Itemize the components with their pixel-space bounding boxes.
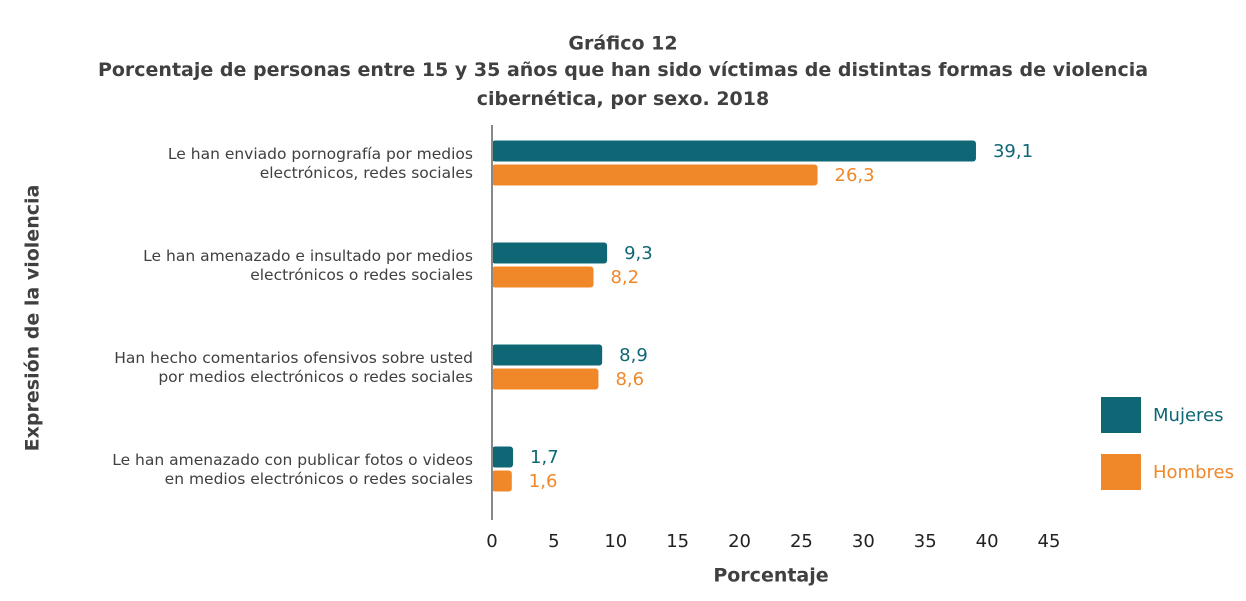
legend-swatch: [1101, 397, 1141, 433]
data-label: 1,7: [530, 447, 559, 468]
data-label: 8,6: [615, 369, 644, 390]
bar: [492, 446, 514, 468]
data-label: 8,2: [610, 267, 639, 288]
x-tick-label: 45: [1038, 531, 1061, 552]
data-label: 9,3: [624, 243, 653, 264]
bar: [492, 470, 512, 492]
y-tick-label: Han hecho comentarios ofensivos sobre us…: [114, 349, 473, 386]
chart-title: Gráfico 12: [568, 33, 677, 55]
bar: [492, 266, 594, 288]
x-tick-label: 5: [548, 531, 559, 552]
x-tick-label: 10: [604, 531, 627, 552]
x-tick-label: 35: [914, 531, 937, 552]
y-tick-label: Le han enviado pornografía por medios ele…: [168, 145, 473, 182]
legend-swatch: [1101, 454, 1141, 490]
x-tick-label: 20: [728, 531, 751, 552]
data-label: 39,1: [993, 141, 1033, 162]
x-tick-label: 25: [790, 531, 813, 552]
data-label: 8,9: [619, 345, 648, 366]
x-tick-label: 30: [852, 531, 875, 552]
bar: [492, 344, 603, 366]
x-tick-label: 0: [486, 531, 497, 552]
bar: [492, 140, 976, 162]
legend-label: Hombres: [1153, 462, 1234, 483]
bar: [492, 368, 599, 390]
y-axis-label: Expresión de la violencia: [22, 185, 44, 452]
data-label: 26,3: [835, 165, 875, 186]
x-axis-label: Porcentaje: [713, 565, 828, 587]
chart-subtitle: Porcentaje de personas entre 15 y 35 año…: [98, 59, 1148, 110]
y-tick-label: Le han amenazado con publicar fotos o vi…: [112, 451, 473, 488]
data-label: 1,6: [529, 471, 558, 492]
legend-label: Mujeres: [1153, 405, 1223, 426]
y-tick-label: Le han amenazado e insultado por medios e…: [143, 247, 473, 284]
x-tick-label: 40: [976, 531, 999, 552]
bar: [492, 242, 608, 264]
x-tick-label: 15: [666, 531, 689, 552]
bar: [492, 164, 818, 186]
